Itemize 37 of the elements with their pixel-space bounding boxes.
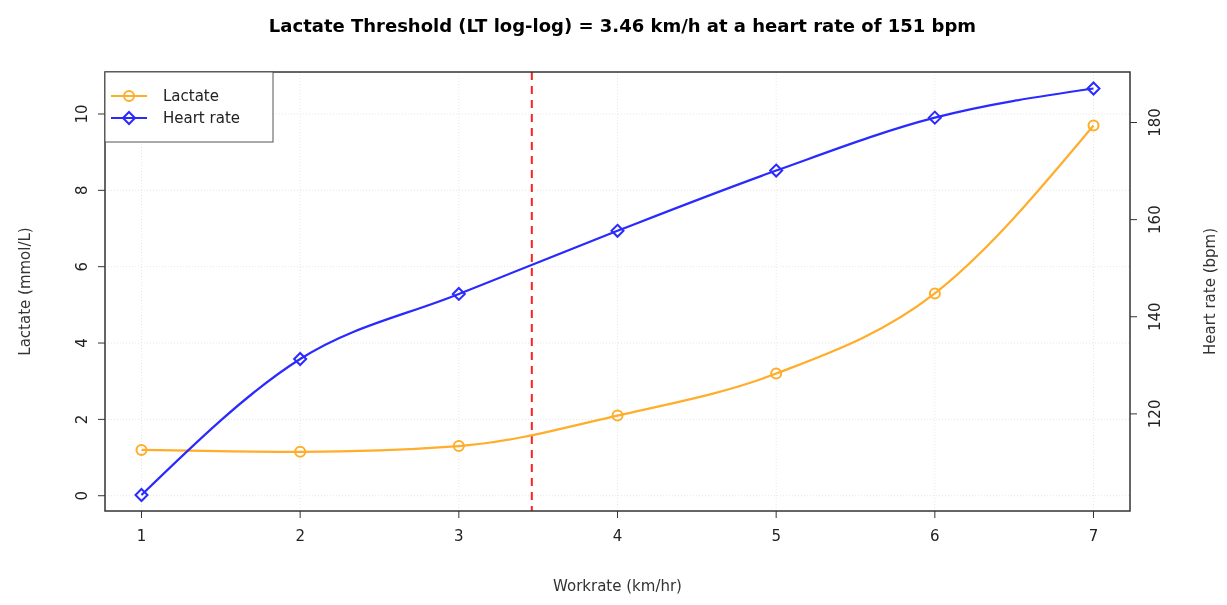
- y-tick-label: 10: [73, 104, 91, 124]
- point: [135, 443, 148, 456]
- y-tick-label: 0: [73, 490, 91, 501]
- point: [611, 409, 624, 422]
- point: [769, 163, 784, 178]
- point: [293, 352, 308, 366]
- legend-label: Lactate: [163, 87, 219, 105]
- point: [134, 487, 149, 502]
- point: [610, 223, 625, 238]
- x-tick-label: 7: [1088, 527, 1099, 545]
- point: [927, 110, 942, 125]
- y-tick-label: 2: [73, 414, 91, 425]
- x-tick-label: 1: [136, 527, 147, 545]
- chart-title: Lactate Threshold (LT log-log) = 3.46 km/h at a heart rate of 151 bpm: [268, 15, 977, 36]
- x-tick-label: 5: [771, 527, 781, 545]
- y-tick-label: 6: [73, 261, 91, 272]
- y-tick-label: 8: [73, 185, 91, 196]
- x-tick-label: 4: [612, 527, 623, 545]
- y2-tick-label: 140: [1146, 302, 1164, 332]
- x-tick-label: 2: [295, 527, 305, 545]
- y2-axis-title: Heart rate (bpm): [1201, 227, 1219, 356]
- point: [1086, 81, 1101, 96]
- y2-tick-label: 120: [1146, 399, 1164, 429]
- point: [452, 440, 465, 453]
- x-tick-label: 6: [930, 527, 940, 545]
- point: [294, 445, 307, 458]
- point: [1087, 119, 1100, 132]
- y-axis-title: Lactate (mmol/L): [16, 227, 34, 356]
- y-tick-label: 4: [73, 338, 91, 348]
- point: [928, 287, 941, 300]
- x-axis-title: Workrate (km/hr): [553, 577, 682, 595]
- point: [770, 367, 783, 380]
- y2-tick-label: 160: [1146, 205, 1164, 234]
- y2-tick-label: 180: [1146, 108, 1164, 137]
- legend-label: Heart rate: [163, 109, 240, 127]
- x-tick-label: 3: [454, 527, 464, 545]
- point: [451, 286, 466, 301]
